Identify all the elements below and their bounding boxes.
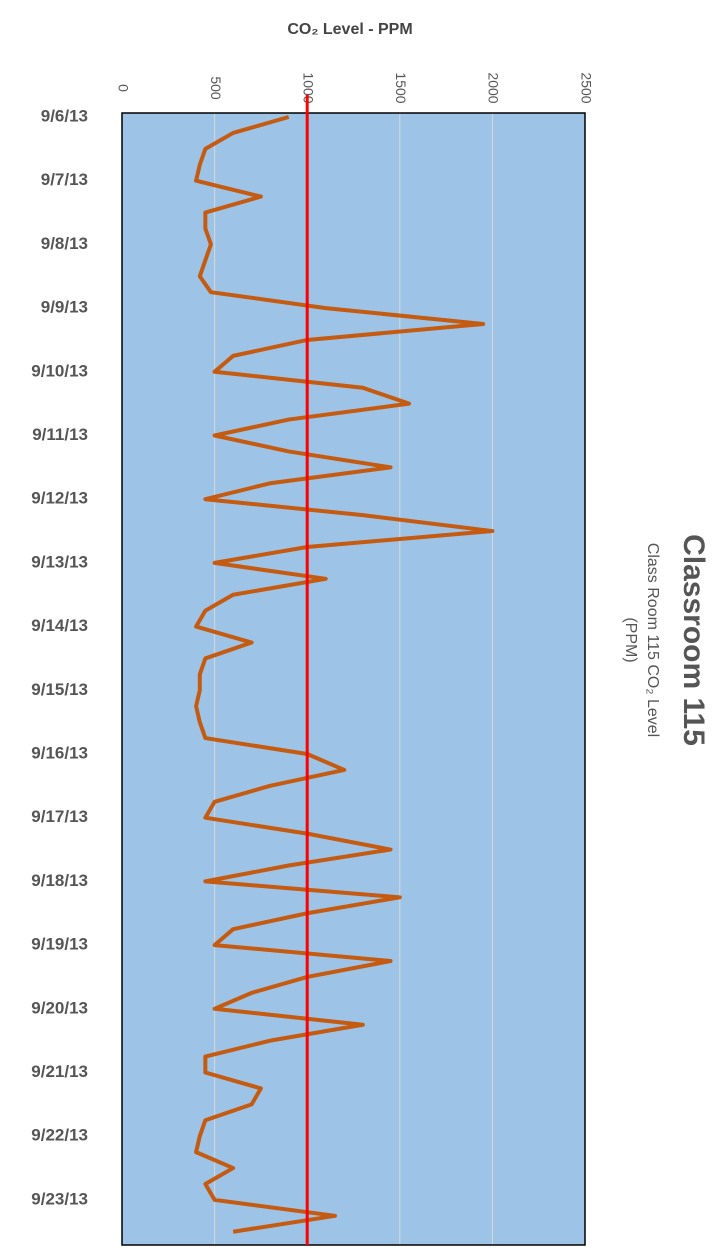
x-tick-label: 9/15/13 [31,680,88,699]
x-tick-label: 9/9/13 [41,298,88,317]
y-tick-label: 1500 [393,72,409,103]
x-tick-label: 9/11/13 [32,425,88,444]
x-tick-label: 9/20/13 [31,998,88,1017]
x-tick-label: 9/6/13 [41,106,88,125]
y-tick-label: 2000 [486,72,502,103]
x-tick-label: 9/18/13 [31,871,88,890]
chart-subtitle: Class Room 115 CO₂ Level [644,543,661,737]
y-tick-label: 1000 [300,72,316,103]
x-tick-label: 9/10/13 [31,361,88,380]
x-tick-label: 9/23/13 [31,1189,88,1208]
x-tick-label: 9/19/13 [31,935,88,954]
x-tick-label: 9/8/13 [41,234,88,253]
x-tick-label: 9/7/13 [41,170,88,189]
x-tick-label: 9/12/13 [31,489,88,508]
axis-label: CO₂ Level - PPM [287,21,412,38]
chart-subtitle: (PPM) [622,617,639,662]
data-line [194,115,495,1234]
plot-border [121,112,586,1246]
plot-area [122,113,585,1245]
y-tick-label: 2500 [578,72,594,103]
x-tick-label: 9/13/13 [31,552,88,571]
x-tick-label: 9/21/13 [31,1062,88,1081]
y-tick-label: 500 [208,76,224,100]
y-tick-label: 0 [115,84,131,92]
x-tick-label: 9/16/13 [31,743,88,762]
x-tick-label: 9/14/13 [31,616,88,635]
chart-title: Classroom 115 [677,534,710,746]
x-tick-label: 9/22/13 [31,1126,88,1145]
x-tick-label: 9/17/13 [31,807,88,826]
